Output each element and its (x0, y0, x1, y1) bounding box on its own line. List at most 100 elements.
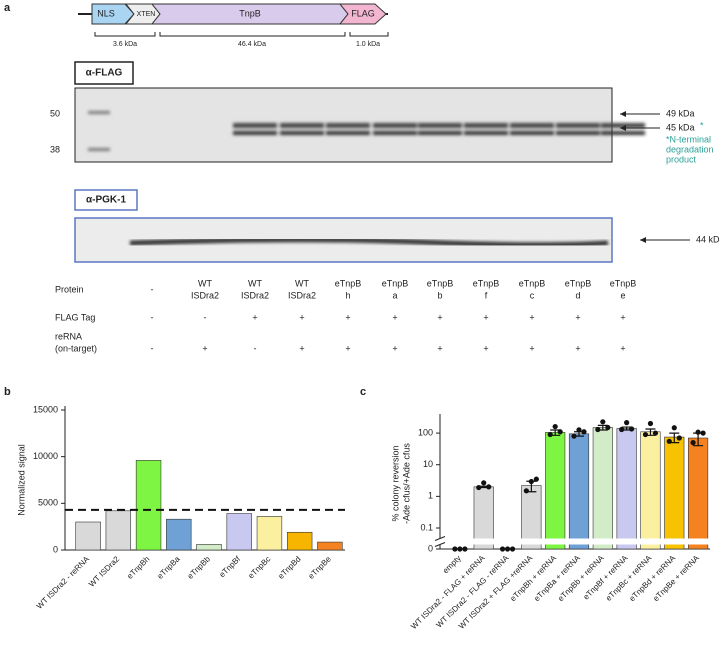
replicate-point (452, 546, 458, 552)
replicate-point (499, 546, 506, 552)
antibody-box (74, 189, 138, 211)
bar (568, 433, 590, 550)
x-tick-label: eTnpBb (186, 554, 213, 581)
band (601, 131, 645, 135)
replicate-point (528, 478, 534, 485)
annotation: 45 kDa (666, 122, 695, 132)
flag-box (338, 3, 387, 25)
antibody-label: α-FLAG (86, 68, 123, 79)
row-label: FLAG Tag (55, 312, 95, 322)
bar (196, 544, 222, 551)
band (373, 131, 417, 135)
x-tick-label: WT ISDra2 (87, 554, 122, 589)
annotation: 44 kDa (696, 234, 720, 244)
bar (166, 518, 192, 551)
replicate-point (576, 427, 582, 433)
replicate-point (676, 435, 682, 441)
cell: ISDra2 (241, 290, 269, 300)
cell: + (392, 343, 397, 353)
cell: b (437, 290, 442, 300)
antibody-label: α-PGK-1 (86, 195, 126, 206)
replicate-point (476, 484, 482, 491)
marker-label: 38 (50, 144, 60, 154)
replicate-point (523, 488, 529, 494)
segment-label: XTEN (137, 11, 156, 18)
cell: + (620, 343, 625, 353)
cell: + (437, 312, 442, 322)
bar (105, 510, 132, 551)
replicate-point (557, 429, 563, 435)
replicate-point (629, 426, 635, 432)
cell: eTnpB (382, 278, 409, 288)
bar (226, 513, 252, 551)
band (129, 237, 609, 248)
cell: + (299, 312, 304, 322)
cell: + (483, 343, 488, 353)
replicate-point (552, 423, 558, 430)
x-tick-label: WT ISDra2 - reRNA (35, 554, 92, 611)
replicate-point (666, 438, 672, 444)
cell: WT (248, 278, 262, 288)
cell: h (345, 290, 350, 300)
replicate-point (619, 426, 625, 433)
bar (286, 531, 313, 551)
band (233, 131, 277, 135)
antibody-box (74, 61, 134, 85)
replicate-point (481, 480, 487, 486)
cell: - (151, 312, 154, 322)
band (601, 123, 645, 128)
band (233, 123, 277, 128)
cell: WT (295, 278, 309, 288)
cell: + (345, 343, 350, 353)
band (280, 131, 324, 135)
cell: + (252, 312, 257, 322)
cell: + (299, 343, 304, 353)
y-tick-label: 100 (418, 427, 433, 437)
y-tick-label: 1 (428, 491, 433, 501)
size-label: 1.0 kDa (356, 41, 380, 48)
x-tick-label: eTnpBe (307, 554, 334, 581)
segment-label: FLAG (351, 8, 375, 18)
arrow-head (620, 111, 626, 117)
y-tick-label: 0 (53, 544, 58, 554)
cell: + (575, 343, 580, 353)
band (510, 131, 554, 135)
segment-label: NLS (97, 8, 115, 18)
bar (640, 431, 661, 550)
cell: - (204, 312, 207, 322)
x-tick-label: empty (441, 554, 463, 576)
y-tick-label: 10000 (33, 451, 58, 461)
cell: eTnpB (335, 278, 362, 288)
replicate-point (547, 431, 553, 438)
replicate-point (647, 420, 654, 427)
band (556, 131, 600, 135)
panel-label: b (4, 386, 11, 398)
bar (256, 516, 283, 551)
bar (688, 437, 709, 550)
replicate-point (595, 426, 601, 433)
cell: eTnpB (610, 278, 637, 288)
cell: eTnpB (519, 278, 546, 288)
y-tick-label: 10 (423, 459, 433, 469)
bar (75, 521, 101, 551)
cell: f (485, 290, 488, 300)
cell: - (151, 284, 154, 294)
cell: e (620, 290, 625, 300)
band (418, 131, 462, 135)
band (326, 131, 370, 135)
cell: + (620, 312, 625, 322)
cell: eTnpB (565, 278, 592, 288)
break-mark (434, 536, 446, 547)
band (464, 123, 508, 128)
x-tick-label: eTnpBf (218, 554, 243, 579)
band (510, 123, 554, 128)
asterisk: * (700, 120, 704, 130)
y-tick-label: 5000 (38, 498, 58, 508)
cell: + (529, 312, 534, 322)
replicate-point (509, 546, 516, 552)
cell: d (575, 290, 580, 300)
annotation: 49 kDa (666, 108, 695, 118)
replicate-point (624, 420, 630, 426)
row-label: Protein (55, 284, 84, 294)
cell: ISDra2 (191, 290, 219, 300)
